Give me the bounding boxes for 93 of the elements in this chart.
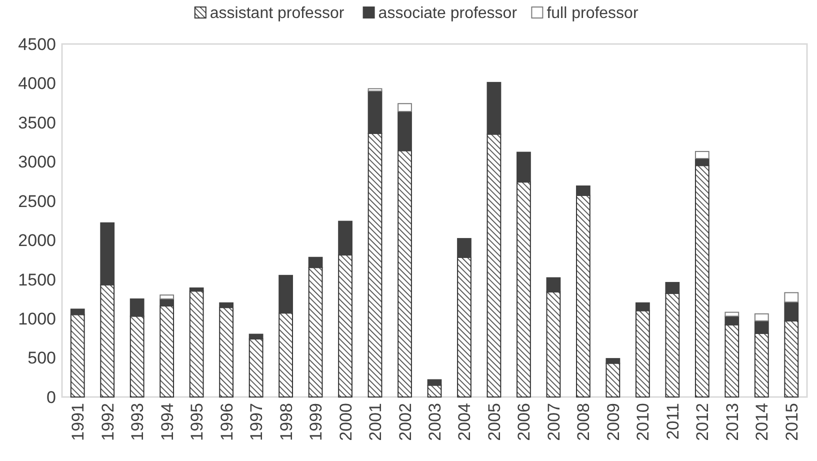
bar [486, 82, 502, 135]
y-tick-label: 4000 [18, 74, 56, 94]
bar [368, 88, 382, 92]
bar [694, 165, 710, 398]
bar [398, 150, 412, 398]
bar [457, 238, 472, 258]
bar [516, 152, 531, 183]
bar [338, 254, 352, 398]
bar [606, 362, 620, 398]
x-tick-label: 2008 [574, 403, 594, 441]
bar [427, 379, 442, 386]
x-tick-label: 2011 [663, 403, 682, 440]
bar [338, 220, 352, 256]
bar [308, 256, 323, 268]
bar [724, 312, 740, 317]
bar [398, 110, 412, 152]
bar [516, 182, 531, 398]
bar [70, 314, 85, 398]
x-tick-label: 1992 [98, 403, 118, 441]
y-tick-label: 2000 [18, 231, 56, 250]
bar [219, 307, 234, 398]
x-tick-label: 2015 [782, 403, 802, 441]
x-tick-label: 2009 [604, 403, 623, 441]
bar [486, 134, 502, 398]
y-tick-label: 500 [28, 348, 56, 368]
bar [219, 302, 234, 308]
bar [278, 312, 293, 398]
bar [130, 298, 144, 317]
bar [754, 332, 769, 398]
x-tick-label: 2012 [693, 403, 712, 441]
bar [100, 284, 115, 398]
bar [189, 287, 204, 292]
bar [70, 308, 85, 316]
bar [606, 358, 620, 364]
legend-label: associate professor [378, 5, 518, 22]
bar [635, 310, 650, 398]
legend-label: full professor [546, 5, 639, 22]
x-tick-label: 2010 [634, 403, 653, 441]
bar [784, 302, 799, 322]
bar [635, 302, 650, 312]
x-tick-label: 2006 [514, 403, 534, 441]
y-tick-label: 2500 [18, 192, 56, 211]
bar [248, 338, 264, 398]
bar [546, 291, 561, 398]
legend-label: assistant professor [210, 5, 345, 22]
bar [308, 267, 323, 398]
y-tick-label: 0 [46, 388, 56, 407]
y-tick-label: 3500 [18, 113, 56, 132]
x-tick-label: 2007 [544, 403, 564, 441]
y-tick-label: 1000 [18, 310, 56, 329]
x-tick-label: 2000 [336, 403, 356, 441]
x-tick-label: 2002 [396, 403, 415, 441]
x-tick-label: 2014 [752, 403, 772, 441]
bar [576, 185, 590, 196]
y-tick-label: 3000 [18, 152, 56, 172]
bar [784, 292, 799, 303]
x-tick-label: 2013 [722, 403, 742, 441]
bar [784, 320, 799, 398]
x-tick-label: 2005 [484, 403, 504, 441]
bar [130, 316, 144, 398]
x-tick-label: 2003 [426, 403, 444, 441]
x-tick-label: 1993 [128, 403, 148, 441]
x-tick-label: 2001 [366, 403, 386, 441]
bar [754, 313, 769, 322]
x-tick-label: 1997 [247, 403, 266, 441]
bar [665, 282, 680, 294]
bar [694, 150, 710, 160]
x-tick-label: 1995 [188, 403, 207, 441]
x-tick-label: 1996 [217, 403, 236, 441]
bar [160, 294, 174, 300]
bar [754, 320, 769, 334]
bar [457, 256, 472, 398]
bar [189, 290, 204, 398]
x-tick-label: 2004 [455, 403, 474, 441]
bar [576, 194, 590, 398]
bar [278, 274, 293, 314]
y-tick-label: 1500 [18, 270, 56, 290]
bar [665, 292, 680, 398]
bar [100, 222, 115, 286]
bar [248, 334, 264, 340]
bar [546, 277, 561, 292]
bar [160, 306, 174, 398]
bar [398, 103, 412, 112]
x-tick-label: 1991 [68, 403, 88, 441]
x-tick-label: 1998 [276, 403, 296, 441]
bar [427, 384, 442, 398]
bar [368, 132, 382, 398]
y-tick-label: 4500 [18, 34, 56, 54]
x-tick-label: 1994 [158, 403, 177, 441]
bar [368, 90, 382, 134]
x-tick-label: 1999 [306, 403, 326, 441]
bar [724, 316, 740, 326]
bar [724, 324, 740, 398]
